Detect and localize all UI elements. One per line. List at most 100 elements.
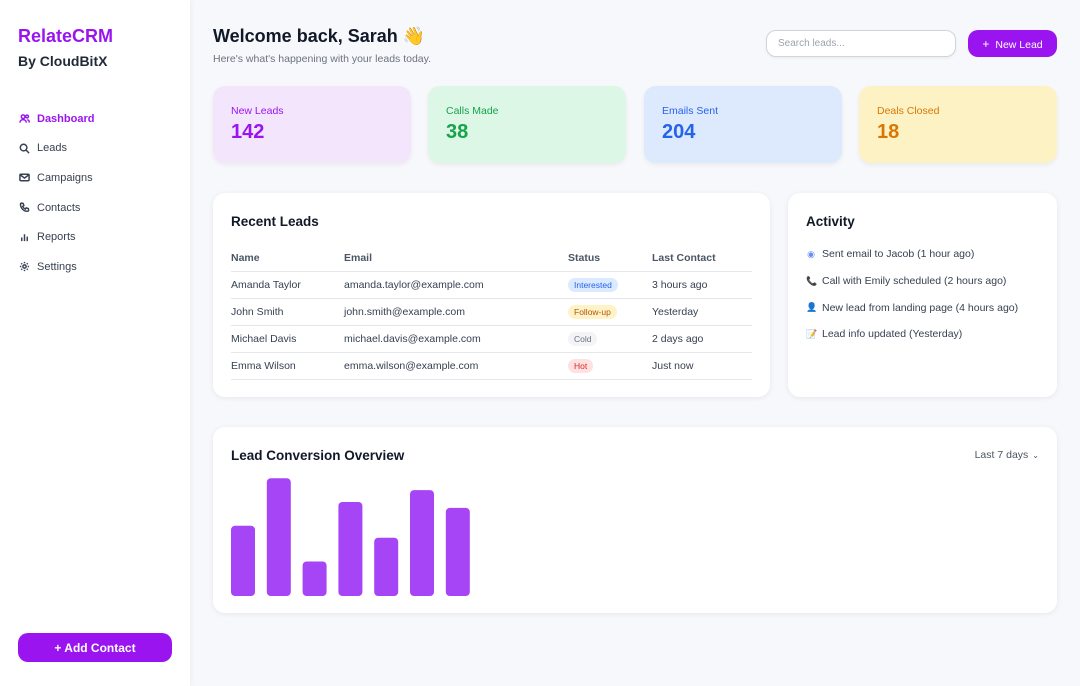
stat-card-new-leads: New Leads 142 xyxy=(213,86,411,163)
activity-item: ◉ Sent email to Jacob (1 hour ago) xyxy=(806,241,1039,268)
page-subtitle: Here's what's happening with your leads … xyxy=(213,53,432,65)
table-row[interactable]: Emma Wilson emma.wilson@example.com Hot Jus… xyxy=(231,352,752,380)
search-icon xyxy=(18,142,30,154)
chart-bar-6 xyxy=(410,490,434,596)
chart-bar-4 xyxy=(338,502,363,596)
email-icon: ◉ xyxy=(807,248,815,259)
activity-item: 👤 New lead from landing page (4 hours ago… xyxy=(806,294,1039,321)
chart-bar-2 xyxy=(266,478,291,596)
search-input[interactable] xyxy=(766,30,956,57)
column-header: Status xyxy=(568,245,652,272)
stat-value: 38 xyxy=(446,121,469,143)
activity-card: Activity ◉ Sent email to Jacob (1 hour ag… xyxy=(788,193,1057,397)
plus-icon: + xyxy=(982,36,990,51)
sidebar-item-campaigns[interactable]: Campaigns xyxy=(18,163,178,193)
recent-leads-title: Recent Leads xyxy=(231,214,319,229)
lead-status-cell: Follow-up xyxy=(568,298,652,326)
phone-icon xyxy=(18,202,30,214)
lead-conversion-chart xyxy=(231,478,470,596)
leads-table: Name Email Status Last Contact Amanda Taylo… xyxy=(231,245,752,380)
recent-leads-card: Recent Leads Name Email Status Last Contact… xyxy=(213,193,770,397)
phone-icon: 📞 xyxy=(806,275,818,286)
lead-status-cell: Hot xyxy=(568,352,652,380)
brand: RelateCRM By CloudBitX xyxy=(18,26,113,69)
lead-name: Amanda Taylor xyxy=(231,271,344,299)
stat-card-deals-closed: Deals Closed 18 xyxy=(859,86,1057,163)
stat-value: 204 xyxy=(662,121,696,143)
lead-name: Emma Wilson xyxy=(231,352,344,380)
activity-title: Activity xyxy=(806,214,855,229)
chart-bar-3 xyxy=(302,561,327,596)
mail-icon xyxy=(18,172,30,184)
stat-label: New Leads xyxy=(231,105,284,117)
activity-item: 📝 Lead info updated (Yesterday) xyxy=(806,321,1039,348)
table-row[interactable]: Michael Davis michael.davis@example.com Co… xyxy=(231,325,752,353)
column-header: Email xyxy=(344,245,568,272)
brand-name: RelateCRM xyxy=(18,26,114,46)
user-icon: 👤 xyxy=(806,302,818,313)
chart-bar-5 xyxy=(374,537,399,596)
sidebar-item-label: Settings xyxy=(37,260,77,273)
chart-bar-7 xyxy=(445,507,470,596)
status-badge: Cold xyxy=(568,331,598,346)
sidebar-nav: Dashboard Leads Campaigns Contacts Reports Se… xyxy=(18,104,178,282)
sidebar-item-label: Dashboard xyxy=(37,112,95,125)
activity-text: Sent email to Jacob (1 hour ago) xyxy=(822,248,975,261)
sidebar-item-reports[interactable]: Reports xyxy=(18,222,178,252)
lead-name: Michael Davis xyxy=(231,325,344,353)
brand-sub: By CloudBitX xyxy=(18,53,108,69)
stat-card-emails-sent: Emails Sent 204 xyxy=(644,86,842,163)
new-lead-label: New Lead xyxy=(995,38,1043,51)
chart-bar-1 xyxy=(231,525,255,596)
sidebar-item-label: Leads xyxy=(37,142,67,155)
sidebar-item-dashboard[interactable]: Dashboard xyxy=(18,104,178,134)
lead-status-cell: Cold xyxy=(568,325,652,353)
status-badge: Interested xyxy=(568,277,618,292)
status-badge: Follow-up xyxy=(568,304,617,319)
lead-last-contact: Yesterday xyxy=(652,298,752,326)
column-header: Last Contact xyxy=(652,245,752,272)
stat-label: Emails Sent xyxy=(662,105,719,117)
lead-last-contact: 3 hours ago xyxy=(652,271,752,299)
stat-value: 18 xyxy=(877,121,900,143)
stat-value: 142 xyxy=(231,121,265,143)
activity-text: New lead from landing page (4 hours ago) xyxy=(822,301,1019,314)
lead-email: michael.davis@example.com xyxy=(344,325,568,353)
lead-email: emma.wilson@example.com xyxy=(344,352,568,380)
add-contact-button[interactable]: + Add Contact xyxy=(18,633,172,662)
lead-email: john.smith@example.com xyxy=(344,298,568,326)
lead-last-contact: 2 days ago xyxy=(652,325,752,353)
table-row[interactable]: John Smith john.smith@example.com Follow-u… xyxy=(231,298,752,326)
stat-card-calls-made: Calls Made 38 xyxy=(428,86,626,163)
lead-last-contact: Just now xyxy=(652,352,752,380)
range-select[interactable]: Last 7 days ⌄ xyxy=(975,449,1039,461)
lead-conversion-card: Lead Conversion Overview Last 7 days ⌄ xyxy=(213,427,1057,613)
sidebar-item-leads[interactable]: Leads xyxy=(18,134,178,164)
activity-item: 📞 Call with Emily scheduled (2 hours ago) xyxy=(806,268,1039,295)
activity-list: ◉ Sent email to Jacob (1 hour ago) 📞 Call w… xyxy=(806,241,1039,348)
page-title: Welcome back, Sarah 👋 xyxy=(213,26,426,46)
range-label: Last 7 days xyxy=(974,449,1029,461)
gear-icon xyxy=(18,261,30,273)
sidebar-item-label: Reports xyxy=(37,231,76,244)
lead-status-cell: Interested xyxy=(568,271,652,299)
sidebar-item-contacts[interactable]: Contacts xyxy=(18,193,178,223)
sidebar-item-label: Contacts xyxy=(37,201,81,214)
new-lead-button[interactable]: + New Lead xyxy=(968,30,1057,57)
stat-label: Deals Closed xyxy=(877,105,940,117)
lead-name: John Smith xyxy=(231,298,344,326)
stat-label: Calls Made xyxy=(446,105,499,117)
note-icon: 📝 xyxy=(806,328,818,339)
sidebar-item-settings[interactable]: Settings xyxy=(18,252,178,282)
bar-chart-icon xyxy=(18,231,30,243)
lead-email: amanda.taylor@example.com xyxy=(344,271,568,299)
sidebar-item-label: Campaigns xyxy=(37,171,93,184)
table-row[interactable]: Amanda Taylor amanda.taylor@example.com In… xyxy=(231,271,752,299)
lead-conversion-title: Lead Conversion Overview xyxy=(231,448,405,463)
table-header-row: Name Email Status Last Contact xyxy=(231,245,752,272)
column-header: Name xyxy=(231,245,344,272)
activity-text: Lead info updated (Yesterday) xyxy=(822,328,963,341)
activity-text: Call with Emily scheduled (2 hours ago) xyxy=(822,275,1007,288)
users-icon xyxy=(18,113,30,125)
chevron-down-icon: ⌄ xyxy=(1032,451,1039,460)
